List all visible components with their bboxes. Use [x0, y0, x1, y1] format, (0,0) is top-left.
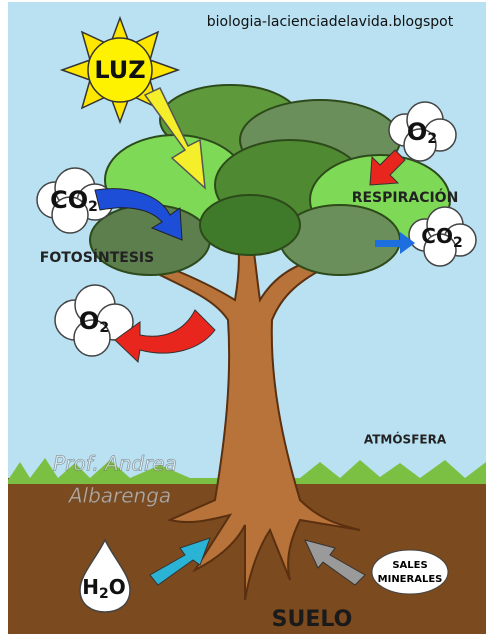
- source: biologia-lacienciadelavida.blogspot: [207, 14, 454, 30]
- photosynthesis-label: FOTOSÍNTESIS: [40, 249, 154, 266]
- minerals-label: MINERALES: [378, 574, 443, 585]
- atmosphere-label: ATMÓSFERA: [364, 432, 447, 447]
- watermark: Prof. Andrea: [53, 452, 177, 476]
- page: {"source":"biologia-lacienciadelavida.bl…: [0, 0, 489, 634]
- watermark: Albarenga: [67, 484, 171, 508]
- light-label: LUZ: [94, 56, 145, 84]
- minerals-label: SALES: [392, 560, 427, 571]
- soil-label: SUELO: [272, 607, 353, 632]
- minerals-bubble: [372, 550, 448, 594]
- diagram: LUZ O2 CO2 CO2 O2 H2O SALES MINERALES bi…: [0, 0, 489, 634]
- respiration-label: RESPIRACIÓN: [352, 188, 459, 206]
